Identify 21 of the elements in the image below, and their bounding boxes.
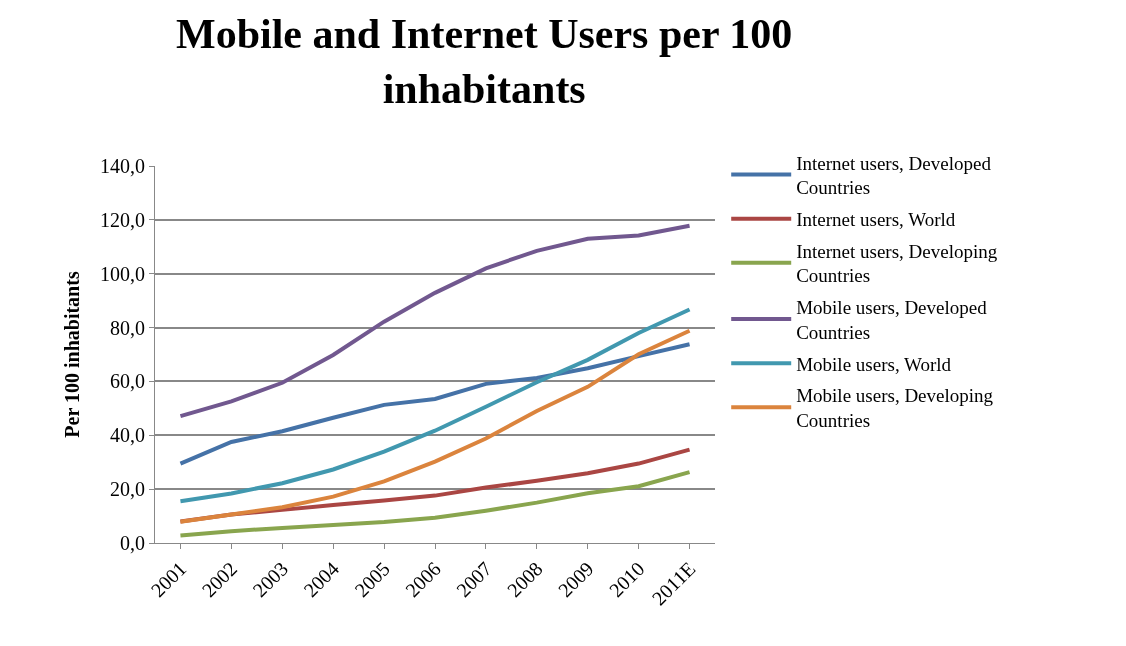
legend-label: Mobile users, Developing Countries [796,385,994,431]
y-tick-label: 100,0 [100,262,145,285]
line-series [178,328,692,524]
legend-label: Internet users, World [796,209,956,231]
line-series [178,342,692,466]
line-series [178,307,692,504]
legend-label: Internet users, Developing Countries [796,240,998,287]
legend-label: Internet users, Developed Countries [796,152,992,199]
y-tick-label: 40,0 [110,424,145,447]
line-series [178,470,692,538]
y-tick-label: 140,0 [100,155,145,177]
y-tick-label: 60,0 [110,370,145,393]
y-axis-title: Per 100 inhabitants [60,271,83,438]
y-tick-label: 80,0 [110,316,145,339]
y-tick-label: 20,0 [110,478,145,501]
chart-title: Mobile and Internet Users per 100 inhabitants [176,11,793,113]
y-tick-label: 0,0 [120,532,145,554]
legend-label: Mobile users, World [796,353,952,375]
legend-label: Mobile users, Developed Countries [796,297,988,343]
y-tick-label: 120,0 [100,208,145,231]
line-series [178,223,692,419]
